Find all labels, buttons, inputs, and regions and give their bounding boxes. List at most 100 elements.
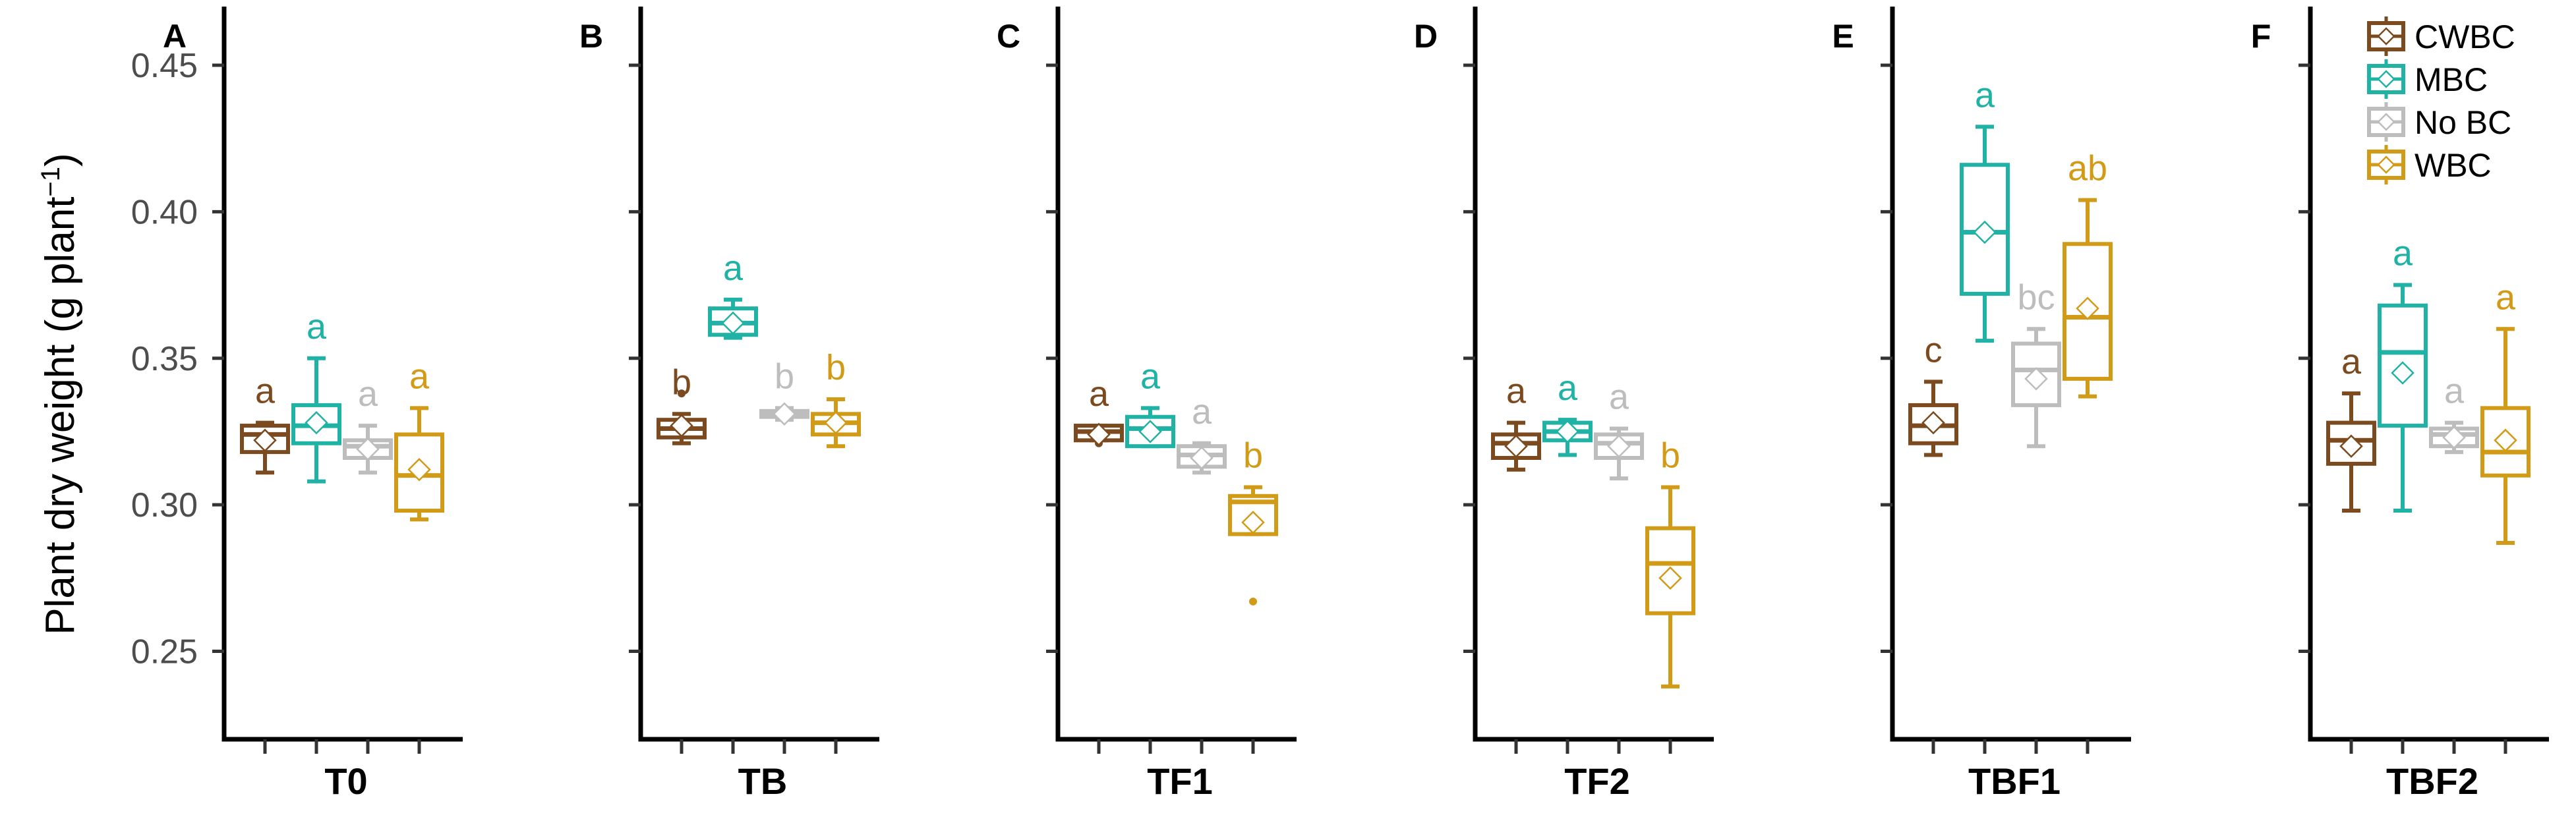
y-tick-labels: 0.25 0.30 0.35 0.40 0.45 bbox=[131, 47, 198, 671]
significance-letter: c bbox=[1925, 330, 1943, 370]
panel-tbf1: Ec a bc ab TBF1 bbox=[1832, 7, 2131, 802]
box-wbc: ab bbox=[2063, 149, 2113, 754]
significance-letter: ab bbox=[2068, 149, 2107, 188]
mean-diamond bbox=[2442, 426, 2466, 449]
legend-label: WBC bbox=[2415, 147, 2492, 184]
group-label: T0 bbox=[324, 760, 367, 802]
box-wbc: a bbox=[394, 356, 444, 754]
panel-letter: D bbox=[1414, 18, 1438, 55]
box-no-bc: a bbox=[1177, 392, 1227, 754]
significance-letter: a bbox=[2444, 372, 2465, 411]
box-cwbc: a bbox=[2326, 342, 2376, 754]
panel-letter: C bbox=[997, 18, 1020, 55]
legend-label: MBC bbox=[2415, 61, 2488, 98]
mean-diamond bbox=[2494, 428, 2517, 453]
legend-key-diamond bbox=[2377, 70, 2395, 88]
box-iqr bbox=[2480, 406, 2531, 478]
mean-diamond bbox=[1607, 434, 1631, 458]
box-cwbc: b bbox=[657, 362, 707, 754]
box-cwbc: c bbox=[1908, 330, 1958, 754]
significance-letter: a bbox=[1506, 372, 1527, 411]
box-mbc: a bbox=[1542, 368, 1593, 754]
box-wbc: b bbox=[1228, 436, 1278, 754]
significance-letter: a bbox=[409, 356, 430, 396]
legend-key-diamond bbox=[2377, 155, 2395, 174]
mean-diamond bbox=[1241, 511, 1265, 534]
box-cwbc: a bbox=[1491, 372, 1541, 754]
legend-key-diamond bbox=[2377, 27, 2395, 45]
legend-item-cwbc: CWBC bbox=[2367, 16, 2515, 56]
mean-diamond bbox=[253, 428, 277, 453]
mean-diamond bbox=[1504, 434, 1528, 458]
y-tick-label: 0.45 bbox=[131, 47, 198, 85]
mean-diamond bbox=[773, 402, 796, 426]
box-wbc: b bbox=[811, 348, 861, 754]
box-no-bc: bc bbox=[2011, 277, 2061, 754]
significance-letter: a bbox=[1192, 392, 1212, 432]
group-label: TB bbox=[738, 760, 788, 802]
mean-diamond bbox=[305, 410, 328, 435]
outlier-point bbox=[1249, 597, 1257, 606]
legend-key-diamond bbox=[2377, 113, 2395, 131]
mean-diamond bbox=[2076, 296, 2099, 320]
significance-letter: a bbox=[1558, 368, 1578, 408]
mean-diamond bbox=[1973, 220, 1997, 244]
y-axis-label: Plant dry weight (g plant−1) bbox=[36, 153, 83, 634]
box-no-bc: a bbox=[2429, 372, 2479, 754]
mean-diamond bbox=[1658, 566, 1682, 590]
y-tick-label: 0.25 bbox=[131, 633, 198, 671]
significance-letter: a bbox=[1975, 75, 1995, 115]
y-tick-label: 0.40 bbox=[131, 193, 198, 231]
panel-letter: A bbox=[163, 18, 187, 55]
significance-letter: a bbox=[2496, 277, 2516, 317]
mean-diamond bbox=[670, 414, 693, 437]
y-tick-label: 0.35 bbox=[131, 340, 198, 378]
box-mbc: a bbox=[1960, 75, 2010, 754]
box-mbc: a bbox=[2378, 234, 2428, 754]
panel-tbf2: Fa a a a TBF2 bbox=[2251, 7, 2549, 802]
box-no-bc: a bbox=[343, 374, 393, 754]
significance-letter: a bbox=[255, 372, 276, 411]
group-label: TF1 bbox=[1147, 760, 1213, 802]
mean-diamond bbox=[2024, 367, 2048, 391]
significance-letter: b bbox=[672, 362, 691, 402]
box-mbc: a bbox=[291, 307, 341, 754]
legend-item-wbc: WBC bbox=[2367, 145, 2492, 184]
mean-diamond bbox=[824, 410, 848, 435]
box-cwbc: a bbox=[240, 372, 290, 754]
significance-letter: b bbox=[775, 356, 794, 396]
group-label: TBF1 bbox=[1968, 760, 2061, 802]
panel-letter: B bbox=[579, 18, 603, 55]
y-axis-label-close: ) bbox=[38, 153, 83, 167]
mean-diamond bbox=[1138, 420, 1162, 443]
box-mbc: a bbox=[708, 248, 758, 754]
y-axis-label-exponent: −1 bbox=[36, 167, 65, 197]
mean-diamond bbox=[721, 311, 745, 335]
legend-label: CWBC bbox=[2415, 18, 2515, 55]
panel-letter: E bbox=[1832, 18, 1854, 55]
legend-label: No BC bbox=[2415, 104, 2511, 141]
box-no-bc: a bbox=[1594, 378, 1644, 754]
significance-letter: a bbox=[307, 307, 327, 347]
box-iqr bbox=[2011, 341, 2061, 407]
mean-diamond bbox=[2391, 361, 2415, 385]
y-tick-label: 0.30 bbox=[131, 486, 198, 524]
significance-letter: b bbox=[826, 348, 846, 387]
group-label: TBF2 bbox=[2386, 760, 2478, 802]
mean-diamond bbox=[1921, 410, 1945, 435]
legend: CWBC MBC No BC WBC bbox=[2367, 16, 2515, 184]
y-axis-label-main: Plant dry weight (g plant bbox=[38, 197, 83, 635]
significance-letter: bc bbox=[2017, 277, 2055, 317]
mean-diamond bbox=[2339, 434, 2363, 458]
significance-letter: a bbox=[358, 374, 378, 414]
significance-letter: a bbox=[2341, 342, 2362, 381]
outlier-point bbox=[678, 389, 686, 398]
panel-letter: F bbox=[2251, 18, 2271, 55]
box-wbc: b bbox=[1645, 436, 1695, 754]
